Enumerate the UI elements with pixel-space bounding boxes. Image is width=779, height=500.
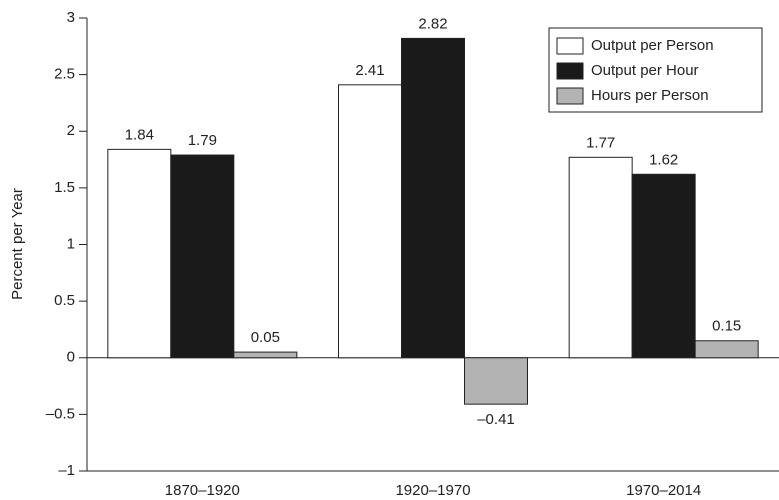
data-label: 2.82 — [418, 15, 447, 32]
bar — [338, 84, 402, 359]
data-label: –0.41 — [477, 411, 515, 428]
bar — [568, 156, 633, 359]
bar — [233, 351, 298, 359]
legend-label: Hours per Person — [591, 87, 709, 104]
x-tick-label: 1970–2014 — [626, 482, 701, 499]
y-tick-label: 1 — [67, 235, 75, 252]
y-tick-label: –1 — [58, 462, 75, 479]
legend-label: Output per Person — [591, 37, 714, 54]
legend-swatch — [556, 87, 584, 105]
x-tick-label: 1920–1970 — [395, 482, 470, 499]
y-tick-label: 2 — [67, 122, 75, 139]
bar — [694, 340, 759, 359]
y-tick-label: 0.5 — [54, 292, 75, 309]
legend-swatch — [556, 37, 584, 55]
bar — [107, 148, 172, 359]
bar — [170, 154, 235, 359]
y-tick-label: –0.5 — [46, 405, 75, 422]
y-tick-label: 1.5 — [54, 179, 75, 196]
y-tick-label: 3 — [67, 9, 75, 26]
data-label: 1.62 — [649, 151, 678, 168]
data-label: 1.77 — [586, 134, 615, 151]
legend-label: Output per Hour — [591, 62, 699, 79]
bar — [401, 37, 465, 359]
y-axis-label: Percent per Year — [9, 188, 26, 300]
y-tick-label: 2.5 — [54, 66, 75, 83]
legend-swatch — [556, 62, 584, 80]
data-label: 1.84 — [125, 126, 154, 143]
x-tick-label: 1870–1920 — [165, 482, 240, 499]
data-label: 1.79 — [188, 132, 217, 149]
legend-box — [548, 27, 763, 113]
data-label: 2.41 — [355, 62, 384, 79]
y-tick-label: 0 — [67, 349, 75, 366]
bar — [464, 357, 528, 405]
data-label: 0.05 — [251, 329, 280, 346]
bar — [631, 173, 696, 359]
data-label: 0.15 — [712, 318, 741, 335]
